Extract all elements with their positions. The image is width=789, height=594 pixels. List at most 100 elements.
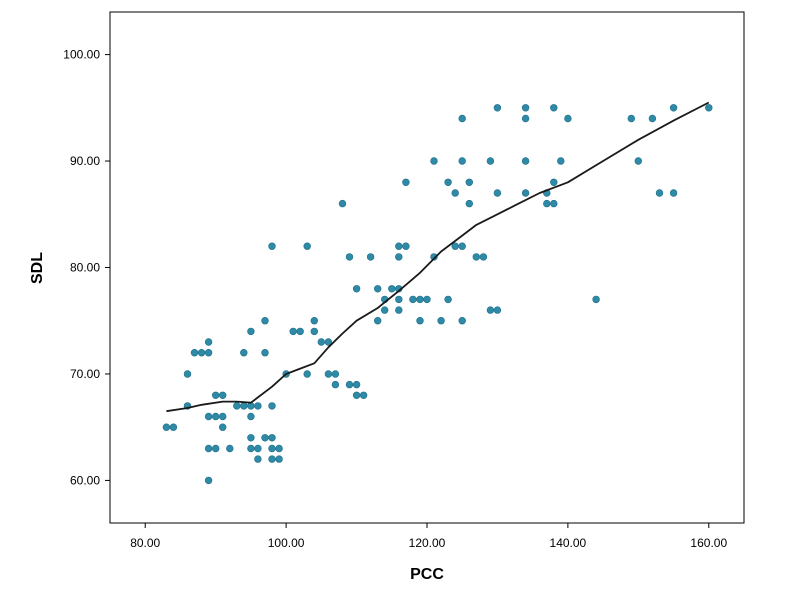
data-point bbox=[521, 157, 530, 165]
data-point bbox=[247, 412, 255, 421]
data-point bbox=[275, 444, 283, 453]
data-point bbox=[550, 199, 558, 208]
data-point bbox=[634, 157, 642, 165]
data-point bbox=[493, 306, 502, 314]
data-point bbox=[352, 391, 361, 399]
data-point bbox=[331, 380, 340, 389]
data-point bbox=[212, 412, 220, 421]
data-point bbox=[465, 178, 473, 187]
data-point bbox=[324, 370, 333, 378]
data-point bbox=[402, 178, 410, 187]
data-point bbox=[169, 423, 178, 431]
data-point bbox=[296, 327, 304, 336]
data-point bbox=[268, 455, 276, 463]
data-point bbox=[233, 402, 241, 410]
data-point bbox=[521, 104, 530, 112]
data-point bbox=[310, 317, 318, 325]
data-point bbox=[486, 157, 495, 165]
data-point bbox=[592, 295, 600, 304]
data-point bbox=[197, 349, 206, 357]
data-point bbox=[521, 189, 530, 197]
data-point bbox=[395, 295, 403, 304]
data-point bbox=[261, 349, 269, 357]
data-point bbox=[444, 178, 452, 187]
data-point bbox=[479, 253, 488, 261]
x-tick-label: 120.00 bbox=[409, 536, 446, 550]
y-tick-label: 70.00 bbox=[70, 367, 100, 381]
data-point bbox=[310, 327, 318, 336]
data-point bbox=[451, 189, 459, 197]
data-point bbox=[162, 423, 171, 431]
data-point bbox=[261, 317, 269, 325]
data-point bbox=[458, 114, 466, 123]
data-point bbox=[345, 380, 354, 389]
data-point bbox=[395, 306, 403, 314]
data-point bbox=[423, 295, 431, 304]
data-point bbox=[212, 444, 220, 453]
data-point bbox=[303, 370, 311, 378]
points-layer bbox=[162, 104, 713, 485]
data-point bbox=[359, 391, 368, 399]
data-point bbox=[374, 285, 382, 293]
data-point bbox=[254, 444, 262, 453]
data-point bbox=[204, 349, 213, 357]
plot-frame bbox=[109, 11, 745, 524]
data-point bbox=[395, 253, 403, 261]
data-point bbox=[261, 434, 269, 442]
data-point bbox=[190, 349, 199, 357]
data-point bbox=[648, 114, 657, 123]
data-point bbox=[204, 444, 213, 453]
y-tick-label: 60.00 bbox=[70, 473, 100, 487]
data-point bbox=[247, 444, 255, 453]
data-point bbox=[669, 189, 678, 197]
x-tick-label: 100.00 bbox=[268, 536, 305, 550]
data-point bbox=[444, 295, 452, 304]
data-point bbox=[557, 157, 565, 165]
data-point bbox=[705, 104, 713, 112]
data-point bbox=[381, 306, 389, 314]
data-point bbox=[493, 104, 502, 112]
data-point bbox=[395, 242, 403, 250]
data-point bbox=[352, 380, 361, 389]
data-point bbox=[303, 242, 311, 250]
fit-line bbox=[166, 101, 710, 413]
data-point bbox=[521, 114, 530, 123]
data-point bbox=[465, 199, 473, 208]
data-point bbox=[275, 455, 283, 463]
data-point bbox=[338, 199, 347, 208]
data-point bbox=[219, 423, 227, 431]
x-tick-label: 160.00 bbox=[690, 536, 727, 550]
data-point bbox=[324, 338, 333, 346]
data-point bbox=[226, 444, 234, 453]
data-point bbox=[352, 285, 361, 293]
data-point bbox=[204, 338, 213, 346]
data-point bbox=[493, 189, 502, 197]
data-point bbox=[212, 391, 220, 399]
data-point bbox=[388, 285, 396, 293]
x-axis-title: PCC bbox=[410, 566, 444, 583]
data-point bbox=[627, 114, 635, 123]
data-point bbox=[204, 476, 213, 485]
data-point bbox=[268, 434, 276, 442]
data-point bbox=[550, 178, 558, 187]
y-tick-label: 80.00 bbox=[70, 261, 100, 275]
data-point bbox=[240, 349, 248, 357]
x-tick-label: 80.00 bbox=[130, 536, 160, 550]
data-point bbox=[317, 338, 325, 346]
data-point bbox=[458, 242, 466, 250]
fit-line-layer bbox=[166, 101, 710, 413]
tick-labels: 80.00 100.00 120.00 140.00 160.00 60.00 70.00 8… bbox=[63, 48, 727, 550]
data-point bbox=[543, 199, 551, 208]
axis-ticks bbox=[105, 54, 710, 528]
data-point bbox=[247, 434, 255, 442]
data-point bbox=[219, 391, 227, 399]
y-tick-label: 100.00 bbox=[63, 48, 100, 62]
data-point bbox=[430, 157, 438, 165]
data-point bbox=[486, 306, 495, 314]
data-point bbox=[331, 370, 340, 378]
y-tick-label: 90.00 bbox=[70, 154, 100, 168]
data-point bbox=[219, 412, 227, 421]
data-point bbox=[409, 295, 417, 304]
